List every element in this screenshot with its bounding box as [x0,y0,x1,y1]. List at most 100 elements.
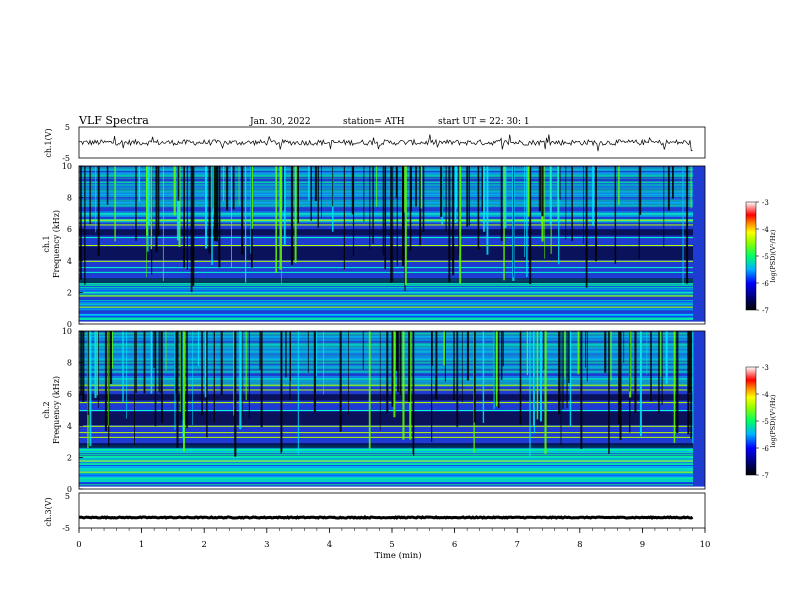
spectral-line [79,313,693,316]
sferic-streak [404,166,406,213]
sferic-streak [538,166,541,212]
sferic-streak [310,166,312,221]
spectral-line [79,473,693,475]
sferic-streak [275,166,277,273]
sferic-streak [571,166,573,242]
sferic-streak [382,166,384,256]
ytick-label: 4 [67,257,72,266]
sferic-streak [285,331,287,378]
sferic-streak [454,166,457,223]
sferic-streak [564,331,566,378]
spectral-line [79,359,693,362]
sferic-streak [533,331,535,434]
spectral-line [79,345,693,348]
sferic-streak [197,331,200,366]
sferic-streak [332,166,334,207]
sferic-streak [498,331,500,409]
spectral-line [79,478,693,480]
sferic-streak [409,331,412,440]
spectral-line [79,351,693,354]
sferic-streak [468,166,470,226]
ch1-spectrogram-image [79,166,705,324]
sferic-streak [231,166,232,268]
spectral-line [79,358,693,361]
spectral-line [79,284,693,286]
sferic-streak [208,166,211,254]
sferic-streak [687,331,690,435]
sferic-streak [650,331,652,402]
sferic-streak [634,331,637,413]
sferic-streak [283,166,286,245]
sferic-streak [122,331,124,402]
spectral-line [79,333,693,335]
ytick-label: 8 [67,359,72,368]
sferic-streak [233,331,235,416]
sferic-streak [391,331,394,407]
spectral-line [79,361,693,363]
sferic-streak [435,331,438,400]
date-label: Jan. 30, 2022 [249,117,311,127]
ytick-label: 0 [67,485,72,494]
sferic-streak [638,166,640,260]
ytick-label: 10 [62,162,72,171]
narrowband-line [79,389,693,391]
sferic-streak [461,331,463,403]
sferic-streak [639,166,642,215]
colorbar-tick-label: -7 [762,472,769,480]
sferic-streak [279,166,282,270]
sferic-streak [585,331,586,368]
sferic-streak [178,166,181,247]
colorbar-tick-label: -6 [762,445,769,453]
sferic-streak [619,331,622,441]
spectral-line [79,377,693,379]
spectral-line [79,347,693,349]
sferic-streak [688,331,691,393]
sferic-streak [690,166,692,209]
sferic-streak [176,331,179,448]
sferic-streak [176,166,179,241]
spectral-line [79,339,693,341]
sferic-streak [466,166,468,227]
sferic-streak [352,166,355,257]
spectral-line [79,347,693,349]
sferic-streak [549,166,551,226]
sferic-streak [592,166,595,226]
spectral-line [79,332,693,335]
spec1-ylabel-channel: ch.1 [42,235,51,252]
ch1-spectrogram-panel: 0 2 4 6 8 10 ch.1 Frequency (kHz) [42,162,706,329]
time-axis-label: Time (min) [374,550,421,561]
sferic-streak [503,166,505,281]
spectral-line [79,463,693,465]
sferic-streak [409,166,412,251]
sferic-streak [150,166,153,250]
sferic-streak [96,331,98,396]
spectral-line [79,467,693,469]
sferic-streak [544,331,547,454]
spectral-line [79,357,693,359]
ytick-label: 4 [67,422,72,431]
spectral-line [79,358,693,360]
sferic-streak [682,166,684,285]
sferic-streak [174,331,177,395]
spectral-line [79,367,693,369]
sferic-streak [157,166,160,236]
spectral-line [79,343,693,346]
sferic-streak [362,331,364,370]
spectral-line [79,380,693,382]
spectral-line [79,453,693,455]
ch1-trace [78,134,693,152]
spectral-line [79,371,693,373]
sferic-streak [665,331,668,384]
sferic-streak [148,166,150,226]
sferic-streak [308,166,310,201]
sferic-streak [536,331,539,420]
ch3-ylabel: ch.3(V) [44,497,53,526]
sferic-streak [420,166,423,209]
sferic-streak [395,166,398,198]
sferic-streak [562,331,564,410]
sferic-streak [82,331,85,402]
sferic-streak [629,331,631,392]
sferic-streak [519,331,522,425]
sferic-streak [585,166,588,288]
spectral-line [79,344,693,346]
